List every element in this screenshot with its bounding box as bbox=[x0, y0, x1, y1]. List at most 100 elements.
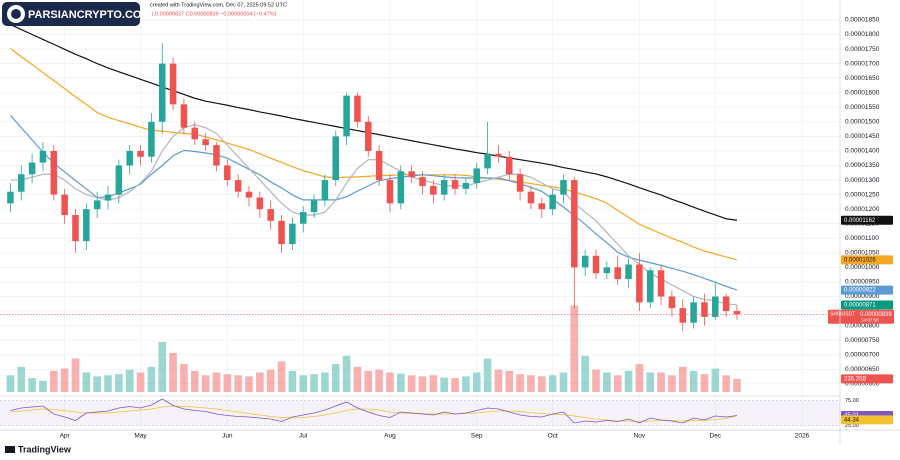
candle-body bbox=[50, 150, 58, 195]
candle-body bbox=[516, 174, 524, 192]
volume-bar bbox=[6, 375, 15, 392]
volume-bar bbox=[190, 370, 199, 392]
candle-body bbox=[18, 174, 25, 192]
volume-bar bbox=[125, 369, 134, 392]
candle-body bbox=[148, 121, 155, 157]
volume-bar bbox=[635, 364, 644, 392]
candle-body bbox=[679, 308, 687, 323]
volume-label-box bbox=[841, 374, 893, 384]
candle-body bbox=[646, 270, 654, 303]
volume-bar bbox=[342, 355, 351, 392]
volume-bar bbox=[28, 378, 36, 392]
candle-body bbox=[538, 203, 546, 210]
x-tick-label: Jun bbox=[222, 433, 233, 440]
brand-text: PARSIANCRYPTO.COM bbox=[28, 9, 151, 21]
volume-bar bbox=[462, 376, 470, 392]
candle-body bbox=[158, 63, 166, 122]
volume-bar bbox=[17, 366, 26, 392]
volume-bar bbox=[624, 370, 633, 392]
brand-icon-inner bbox=[11, 9, 21, 19]
candle-body bbox=[343, 95, 350, 137]
candle-body bbox=[462, 182, 470, 189]
candle-body bbox=[701, 302, 708, 317]
volume-bar bbox=[700, 374, 709, 392]
y-tick-label: 0.00001750 bbox=[845, 46, 880, 53]
moving-average bbox=[9, 115, 738, 291]
last-price-label: 0.00000839 bbox=[860, 312, 892, 318]
candle-body bbox=[722, 296, 730, 312]
candle-body bbox=[245, 191, 253, 198]
candle-body bbox=[310, 200, 318, 213]
volume-bar bbox=[527, 375, 535, 392]
x-tick-label: Oct bbox=[548, 433, 558, 440]
volume-bar bbox=[516, 374, 524, 392]
candle-body bbox=[191, 127, 199, 140]
ma-price-label-box bbox=[841, 255, 893, 265]
volume-bar bbox=[331, 364, 340, 392]
volume-bar bbox=[256, 372, 264, 392]
moving-average bbox=[10, 124, 738, 306]
x-tick-label: Jul bbox=[299, 433, 308, 440]
y-tick-label: 0.00000750 bbox=[845, 337, 880, 344]
candle-body bbox=[484, 153, 491, 169]
volume-bar bbox=[505, 370, 514, 392]
countdown: 14:07:58 bbox=[861, 317, 879, 322]
volume-bar bbox=[451, 378, 459, 392]
candle-body bbox=[419, 177, 426, 186]
candle-body bbox=[375, 150, 383, 181]
candle-body bbox=[28, 162, 36, 175]
volume-bar bbox=[472, 372, 481, 392]
ma-price-label-box bbox=[841, 215, 893, 225]
x-tick-label: Nov bbox=[634, 433, 646, 440]
candle-body bbox=[657, 270, 665, 297]
y-tick-label: 0.00001800 bbox=[845, 31, 880, 38]
volume-bar bbox=[603, 372, 611, 392]
candle-body bbox=[451, 180, 459, 189]
volume-bar bbox=[277, 361, 286, 392]
volume-bar bbox=[537, 376, 546, 392]
rsi-band bbox=[0, 400, 840, 426]
footer-icon bbox=[5, 446, 15, 453]
candle-body bbox=[126, 150, 133, 166]
y-tick-label: 0.00001650 bbox=[845, 75, 880, 82]
grid-layer bbox=[0, 0, 840, 430]
candle-layer bbox=[7, 43, 741, 332]
volume-bar bbox=[733, 378, 741, 392]
candle-body bbox=[603, 267, 611, 274]
candle-body bbox=[733, 311, 741, 315]
candle-body bbox=[224, 165, 231, 181]
candle-body bbox=[278, 220, 285, 245]
candle-body bbox=[386, 180, 394, 204]
volume-bar bbox=[657, 372, 665, 392]
candle-body bbox=[202, 139, 209, 146]
candle-body bbox=[93, 200, 101, 210]
y-tick-label: 0.00001450 bbox=[845, 133, 880, 140]
candle-body bbox=[39, 150, 47, 163]
volume-bar bbox=[234, 375, 242, 392]
y-tick-label: 0.00001000 bbox=[845, 264, 880, 271]
y-tick-label: 0.00001400 bbox=[845, 148, 880, 155]
volume-bar bbox=[689, 370, 698, 392]
candle-body bbox=[267, 209, 274, 221]
volume-bar bbox=[71, 358, 80, 392]
candle-body bbox=[289, 223, 296, 245]
volume-bar bbox=[494, 369, 503, 392]
x-tick-label: 2026 bbox=[795, 433, 810, 440]
volume-bar bbox=[722, 375, 730, 392]
volume-bar bbox=[136, 372, 145, 392]
y-tick-label: 0.00000900 bbox=[845, 293, 880, 300]
candle-body bbox=[397, 171, 405, 204]
candle-body bbox=[614, 267, 621, 280]
volume-bar bbox=[180, 364, 188, 392]
volume-bar bbox=[223, 374, 232, 392]
volume-bar bbox=[364, 370, 373, 392]
ma-price-label: 0.00000871 bbox=[844, 303, 876, 309]
candle-body bbox=[549, 194, 556, 210]
y-tick-label: 0.00001500 bbox=[845, 119, 880, 126]
candle-body bbox=[137, 150, 144, 157]
volume-bar bbox=[559, 372, 568, 392]
x-tick-label: May bbox=[134, 433, 147, 440]
